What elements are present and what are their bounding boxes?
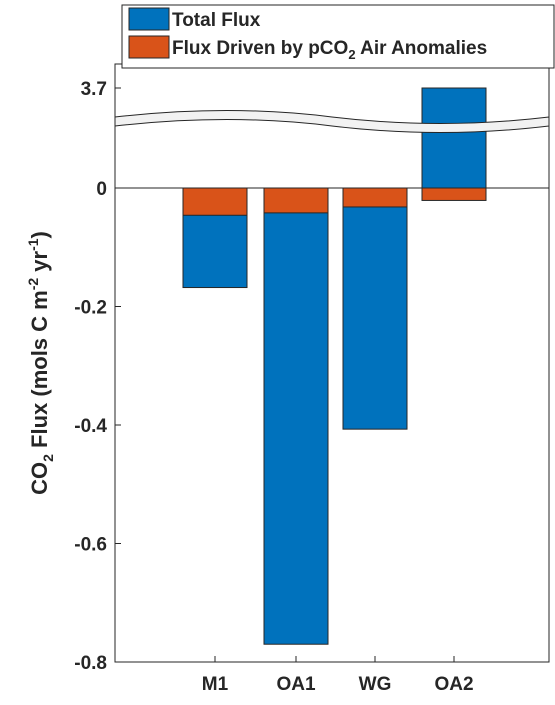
y-tick-label: 3.7 <box>81 79 107 100</box>
y-label-sup1: -2 <box>25 278 41 291</box>
x-tick-label: M1 <box>202 674 229 695</box>
y-label-part2: Flux (mols C m <box>27 290 52 454</box>
x-tick-label: WG <box>359 674 392 695</box>
y-label-part1: CO <box>27 462 52 495</box>
y-tick-label: -0.6 <box>74 535 107 556</box>
x-ticks: M1 OA1 WG OA2 <box>202 656 474 695</box>
y-label-sup2: -1 <box>25 238 41 251</box>
y-label-part3: yr <box>27 250 52 277</box>
y-tick-label: -0.2 <box>74 298 107 319</box>
y-tick-label: 0 <box>96 179 107 200</box>
y-tick-label: -0.4 <box>74 416 107 437</box>
x-tick-label: OA2 <box>434 674 473 695</box>
legend-label-pco2-tail: Air Anomalies <box>356 38 488 59</box>
bar-total-flux-oa1 <box>263 187 329 645</box>
legend-label-total-flux: Total Flux <box>172 10 261 31</box>
y-tick-label: -0.8 <box>74 653 107 674</box>
y-axis-label: CO2 Flux (mols C m-2 yr-1) <box>25 231 56 495</box>
bar-total-flux-oa2 <box>421 87 487 189</box>
bar-flux-driven-by-pco2-air-anomalies-oa2 <box>421 187 487 201</box>
bars-layer <box>182 87 487 645</box>
bar-flux-driven-by-pco2-air-anomalies-oa1 <box>263 187 329 214</box>
y-ticks: -0.8 -0.6 -0.4 -0.2 0 3.7 <box>74 79 121 674</box>
bar-flux-driven-by-pco2-air-anomalies-m1 <box>182 187 248 216</box>
bar-total-flux-wg <box>342 187 408 430</box>
y-label-sub: 2 <box>40 454 56 462</box>
legend: Total Flux Flux Driven by pCO2 Air Anoma… <box>121 4 555 69</box>
axis-break <box>114 110 550 133</box>
legend-label-pco2-main: Flux Driven by pCO <box>172 38 348 59</box>
x-tick-label: OA1 <box>276 674 316 695</box>
legend-swatch-total-flux <box>128 7 170 31</box>
legend-label-pco2-flux: Flux Driven by pCO2 Air Anomalies <box>172 38 487 62</box>
legend-box <box>121 4 555 69</box>
bar-flux-driven-by-pco2-air-anomalies-wg <box>342 187 408 208</box>
y-label-part4: ) <box>27 231 52 238</box>
legend-label-pco2-sub: 2 <box>348 47 355 62</box>
legend-swatch-pco2-flux <box>128 35 170 59</box>
